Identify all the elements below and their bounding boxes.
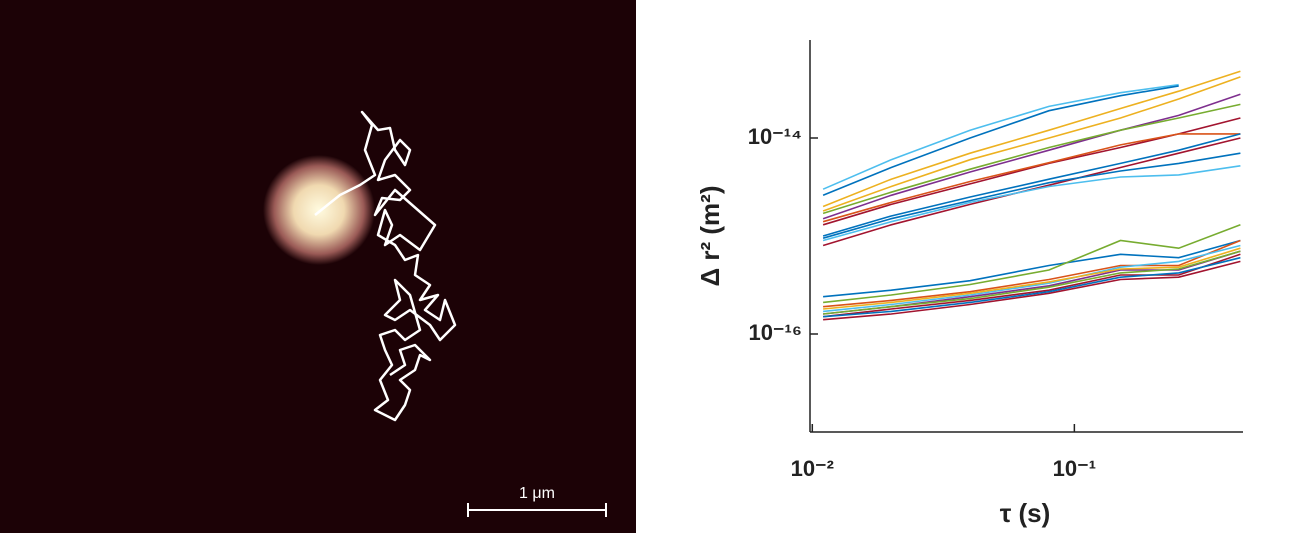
trajectory — [314, 110, 457, 422]
series-line — [822, 133, 1241, 223]
x-tick-label: 10⁻² — [791, 456, 834, 481]
series-line — [823, 224, 1241, 304]
micrograph — [0, 0, 636, 533]
scale-bar-label: 1 μm — [519, 485, 555, 502]
series-line — [823, 239, 1241, 298]
series-line — [822, 152, 1241, 239]
series-line — [823, 250, 1241, 315]
x-tick-label: 10⁻¹ — [1053, 456, 1096, 481]
y-tick-label: 10⁻¹⁴ — [748, 124, 802, 149]
series-line — [822, 85, 1179, 197]
series-line — [823, 239, 1241, 308]
series-line — [822, 137, 1241, 247]
series-line — [823, 253, 1241, 318]
y-tick-label: 10⁻¹⁶ — [748, 320, 802, 345]
series-line — [823, 260, 1241, 321]
series-line — [822, 83, 1179, 190]
series-line — [823, 247, 1241, 310]
x-axis-label: τ (s) — [1000, 498, 1051, 528]
particle — [263, 155, 375, 265]
series-line — [822, 70, 1241, 208]
series-line — [822, 133, 1241, 237]
series-line — [822, 76, 1241, 212]
scale-bar — [467, 503, 607, 517]
series-line — [822, 103, 1241, 215]
series-line — [823, 256, 1241, 318]
series-line — [823, 244, 1241, 313]
series-line — [822, 93, 1241, 220]
y-axis-label: Δ r² (m²) — [695, 185, 725, 286]
series-line — [822, 165, 1241, 242]
